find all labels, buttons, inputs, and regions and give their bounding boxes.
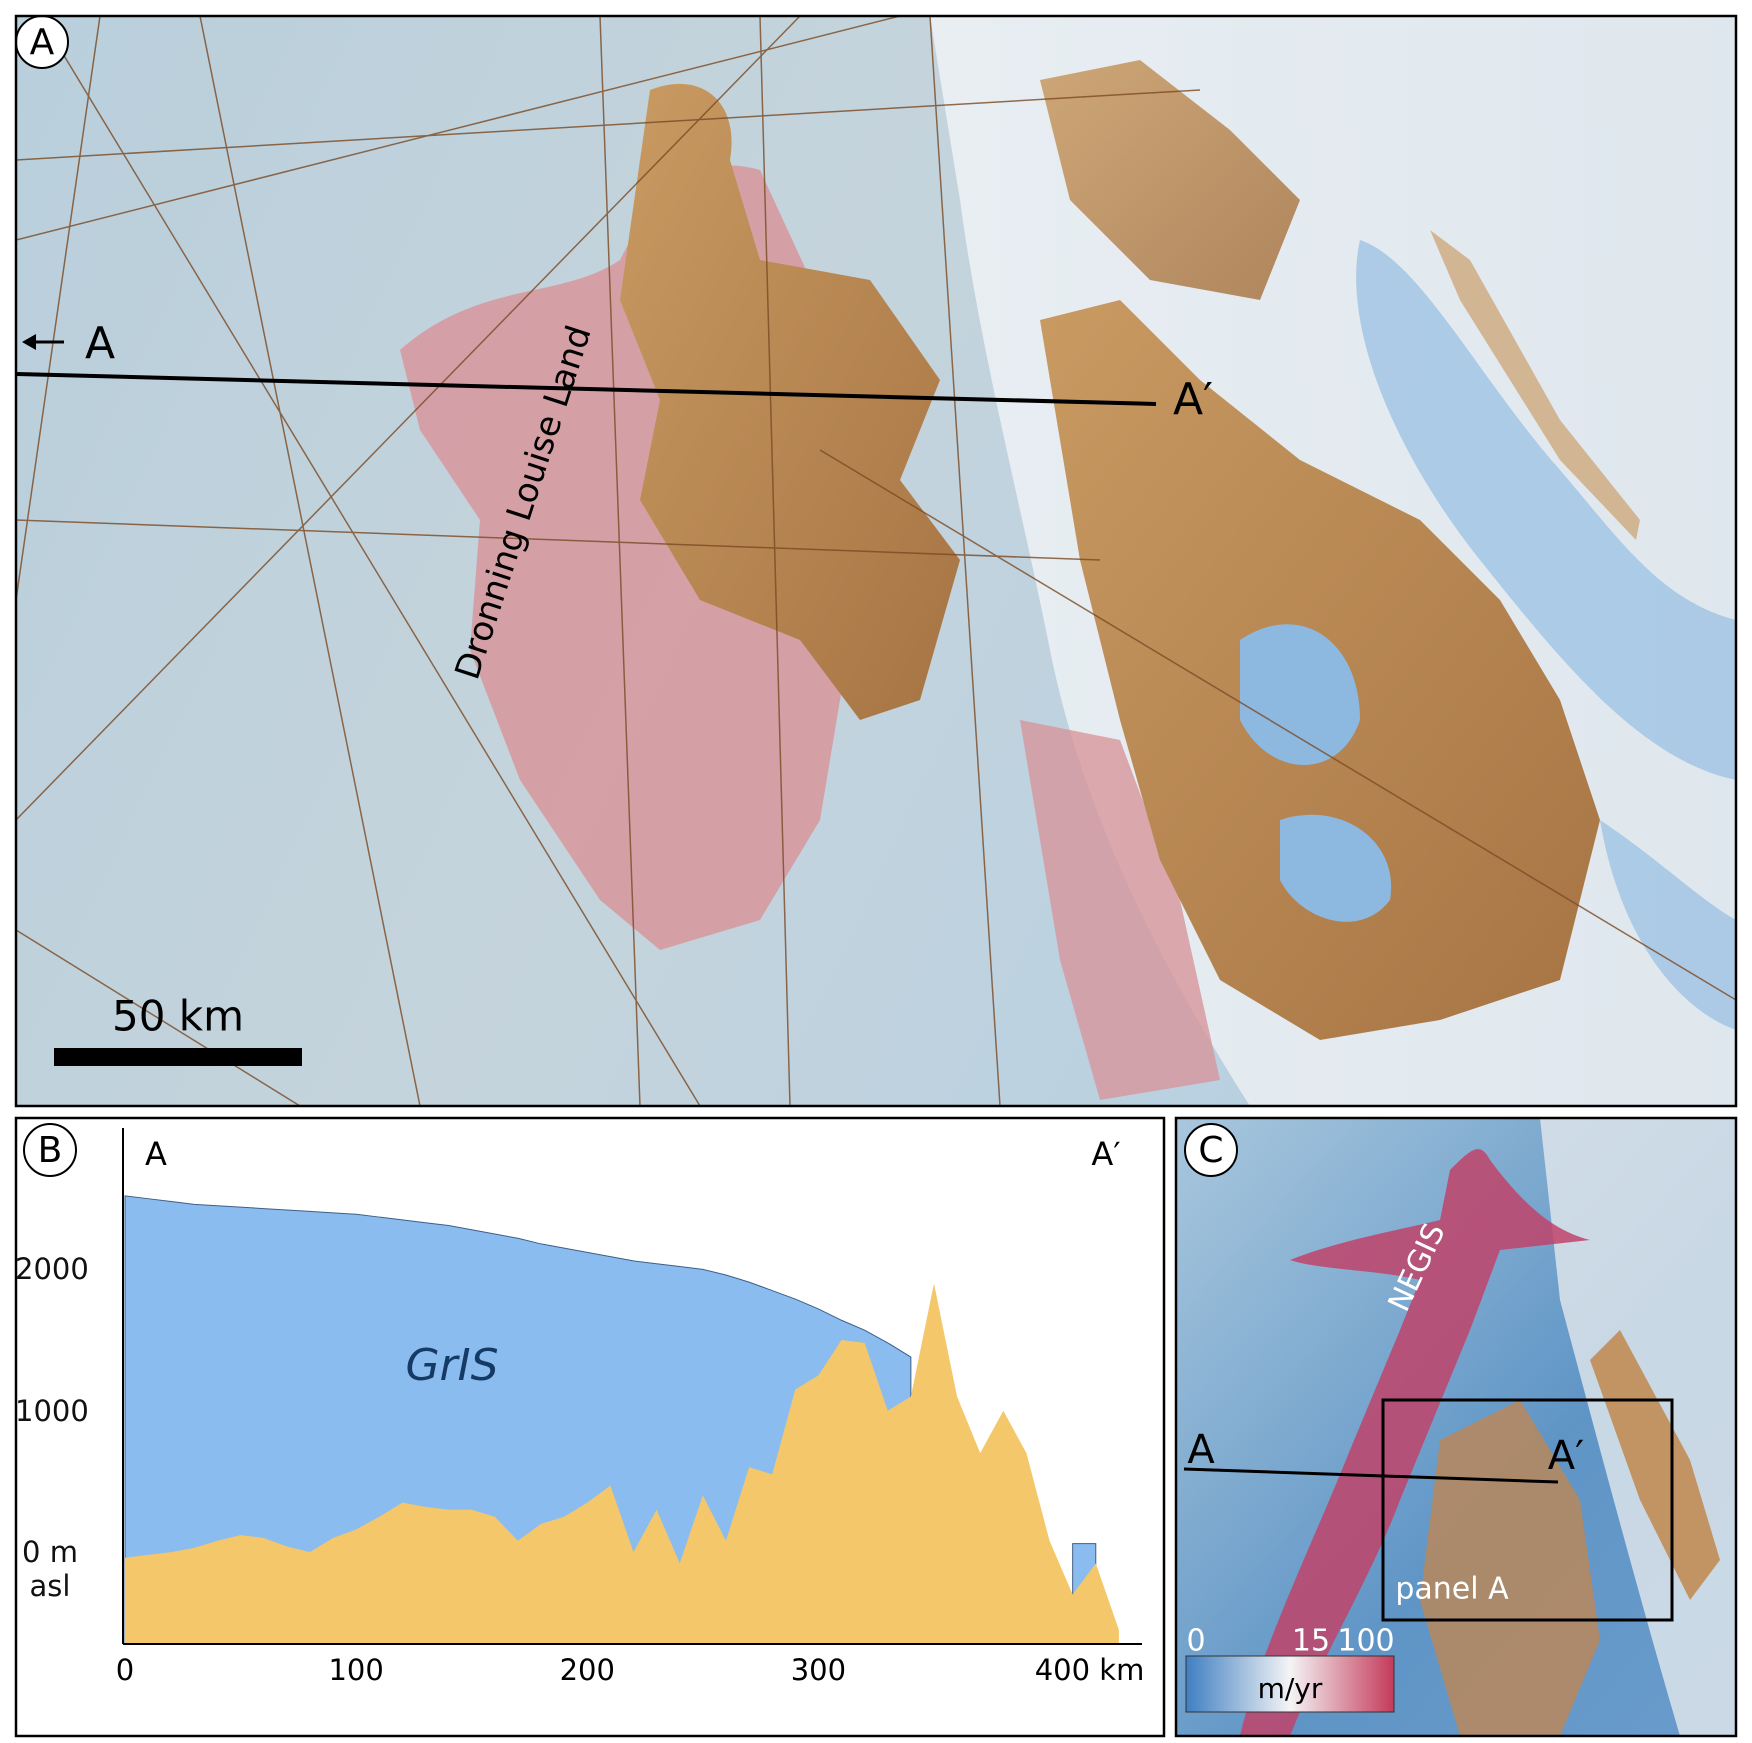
land: [1040, 60, 1300, 300]
x-tick-label: 200: [560, 1653, 615, 1687]
map-c: A A′ NEGIS panel A m/yr 0 15 100: [1176, 1118, 1736, 1736]
y-tick-label: 2000: [15, 1252, 89, 1287]
section-line: [1183, 1467, 1559, 1484]
colorbar-unit: m/yr: [1258, 1672, 1323, 1705]
island: [1430, 230, 1640, 540]
land: [620, 83, 960, 721]
profile-chart: 0 100 200 300 400 km: [116, 1128, 1145, 1687]
inset-box: [1381, 1398, 1674, 1622]
panel-label-circle: [1184, 1123, 1238, 1177]
ice-stream: [1240, 1149, 1590, 1736]
section-end: A′: [1173, 374, 1213, 425]
x-tick-label: 300: [791, 1653, 846, 1687]
panel-frame: [1174, 1116, 1738, 1738]
scale-bar-label: 50 km: [112, 992, 244, 1041]
map-a: A A′ Dronning Louise Land 50 km A: [16, 16, 1736, 1106]
profile-start: A: [145, 1135, 167, 1173]
glacier: [1280, 814, 1392, 922]
land: [1420, 1400, 1600, 1736]
panel-label-circle: [16, 16, 69, 69]
colorbar-tick-label: 100: [1337, 1624, 1394, 1659]
x-tick-label: 0: [116, 1653, 134, 1687]
panel-frame: [14, 14, 1738, 1108]
colorbar-tick-label: 0: [1186, 1624, 1205, 1659]
section-start: A: [85, 318, 115, 369]
section-line: [16, 372, 1157, 406]
panel-label: C: [1198, 1130, 1223, 1171]
inset-label: panel A: [1395, 1572, 1509, 1607]
section-start: A: [1187, 1427, 1215, 1473]
ocean: [1356, 240, 1736, 780]
profile-end: A′: [1091, 1135, 1120, 1173]
colorbar-ticks: 0 15 100: [1186, 1624, 1394, 1659]
x-tick-label: 100: [328, 1653, 383, 1687]
flight-lines: [16, 16, 1736, 1106]
section-end: A′: [1548, 1433, 1584, 1479]
land: [1590, 1330, 1720, 1600]
y-tick-label: 1000: [15, 1393, 89, 1428]
area: [125, 1283, 1119, 1644]
ocean: [1600, 820, 1736, 1030]
panel-label-circle: [23, 1123, 77, 1177]
x-tick-label: 400 km: [1035, 1653, 1145, 1687]
panel-label: B: [38, 1130, 63, 1171]
y-tick-label: 0 m asl: [22, 1535, 78, 1604]
scale-bar: [54, 1048, 302, 1066]
exposed-area: [1020, 720, 1220, 1100]
colorbar-tick-label: 15: [1292, 1624, 1330, 1659]
panel-label: A: [30, 22, 55, 63]
arrow-head: [22, 334, 36, 350]
annotation: GrIS: [405, 1340, 498, 1391]
colorbar: [1185, 1655, 1395, 1713]
glacier: [1240, 624, 1360, 765]
